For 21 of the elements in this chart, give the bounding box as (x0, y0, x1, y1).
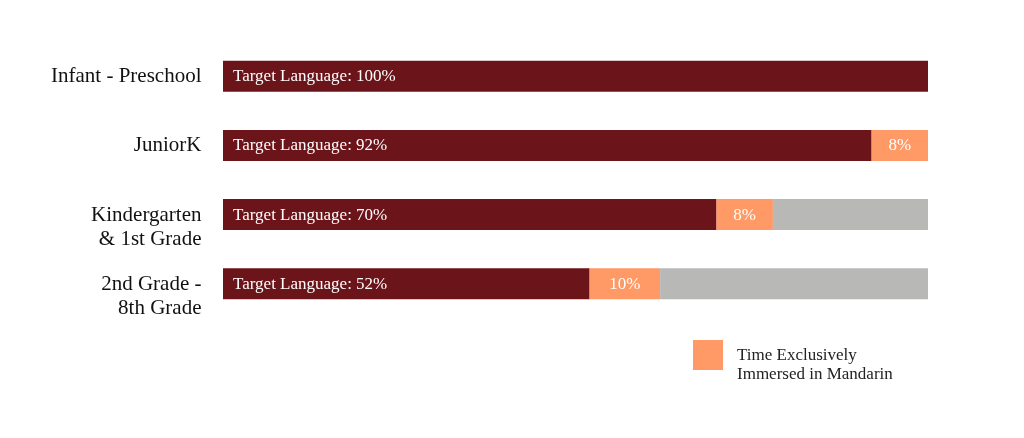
data-label: Target Language: 92% (233, 135, 388, 155)
bar (716, 199, 773, 231)
bar (589, 268, 661, 300)
data-label: Target Language: 70% (233, 204, 388, 224)
data-label: 8% (888, 135, 912, 155)
y-tick-label: JuniorK (133, 132, 202, 157)
data-label: Target Language: 52% (233, 273, 388, 293)
legend-label: Time Exclusively Immersed in Mandarin (737, 345, 894, 383)
data-label: Target Language: 100% (233, 66, 396, 86)
y-tick-label: 2nd Grade - 8th Grade (101, 270, 202, 319)
bar (223, 129, 872, 161)
bar (223, 60, 928, 92)
bar (660, 268, 928, 300)
data-label: 10% (609, 273, 641, 293)
y-tick-label: Infant - Preschool (51, 63, 202, 88)
bar (871, 129, 928, 161)
bar (223, 199, 717, 231)
bar (772, 199, 928, 231)
y-tick-label: Kindergarten & 1st Grade (91, 201, 202, 250)
bar (223, 268, 590, 300)
data-label: 8% (733, 204, 757, 224)
